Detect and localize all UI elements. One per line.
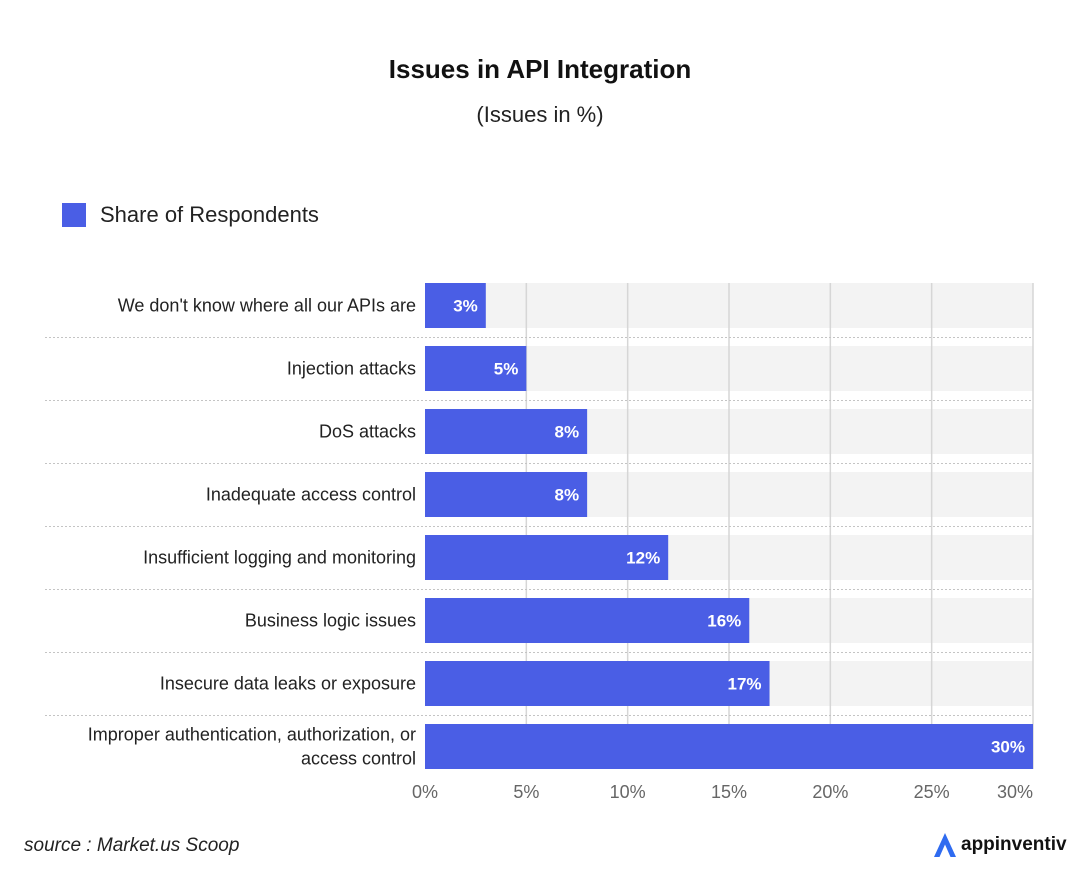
category-label: DoS attacks	[319, 422, 416, 442]
appinventiv-logo-icon	[934, 833, 956, 857]
data-label: 30%	[991, 738, 1025, 757]
bar	[425, 724, 1033, 769]
x-tick-label: 0%	[412, 782, 438, 802]
legend-label: Share of Respondents	[100, 202, 319, 227]
x-tick-label: 30%	[997, 782, 1033, 802]
bar	[425, 661, 770, 706]
data-label: 8%	[555, 486, 580, 505]
data-label: 17%	[728, 675, 762, 694]
data-label: 5%	[494, 360, 519, 379]
bar	[425, 346, 527, 391]
source-note: source : Market.us Scoop	[24, 835, 240, 856]
brand-name: appinventiv	[961, 834, 1067, 855]
bar	[425, 283, 486, 328]
category-label: Insecure data leaks or exposure	[160, 674, 416, 694]
category-label: access control	[301, 749, 416, 769]
legend: Share of Respondents	[62, 202, 319, 228]
x-tick-label: 25%	[914, 782, 950, 802]
chart-title: Issues in API Integration	[388, 54, 692, 84]
data-label: 16%	[707, 612, 741, 631]
bar	[425, 472, 588, 517]
brand: appinventiv	[933, 832, 1067, 858]
chart-subtitle: (Issues in %)	[476, 102, 604, 127]
data-label: 8%	[555, 423, 580, 442]
x-tick-label: 10%	[610, 782, 646, 802]
x-tick-label: 15%	[711, 782, 747, 802]
bar	[425, 598, 750, 643]
x-tick-label: 20%	[812, 782, 848, 802]
data-label: 3%	[453, 297, 478, 316]
category-label: Business logic issues	[245, 611, 416, 631]
category-label: Improper authentication, authorization, …	[88, 725, 416, 745]
category-label: Inadequate access control	[206, 485, 416, 505]
bar	[425, 535, 669, 580]
category-label: Injection attacks	[287, 359, 416, 379]
legend-swatch	[62, 203, 86, 227]
x-tick-label: 5%	[513, 782, 539, 802]
bar	[425, 409, 588, 454]
category-label: Insufficient logging and monitoring	[143, 548, 416, 568]
category-label: We don't know where all our APIs are	[118, 296, 416, 316]
data-label: 12%	[626, 549, 660, 568]
